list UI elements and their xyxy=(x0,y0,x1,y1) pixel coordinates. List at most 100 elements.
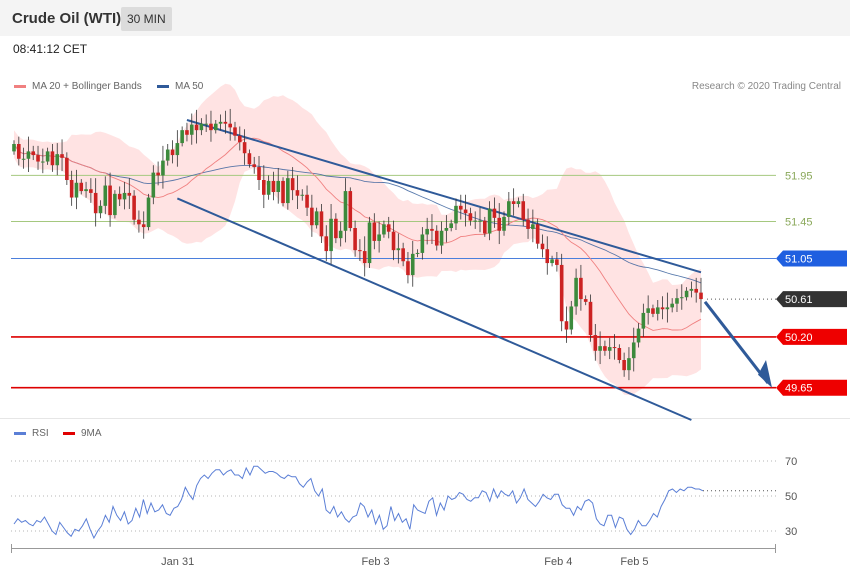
timeframe-badge[interactable]: 30 MIN xyxy=(121,7,172,31)
candle-body xyxy=(478,220,482,222)
candle-body xyxy=(31,151,36,156)
legend-ma20-label: MA 20 + Bollinger Bands xyxy=(32,81,142,92)
candle-body xyxy=(141,224,146,228)
candles xyxy=(12,108,703,381)
candle-body xyxy=(358,250,362,252)
candle-body xyxy=(286,178,290,204)
projection-arrow xyxy=(703,300,770,384)
candle-body xyxy=(26,151,31,159)
candle-body xyxy=(434,230,439,246)
candle-body xyxy=(257,167,261,180)
legend-ma50-label: MA 50 xyxy=(175,81,204,92)
candle-body xyxy=(497,217,502,231)
candle-body xyxy=(305,194,309,208)
legend-rsi-ma-label: 9MA xyxy=(81,428,102,439)
candle-body xyxy=(161,160,165,176)
trend-channel xyxy=(176,119,772,421)
candle-body xyxy=(367,222,372,264)
candle-body xyxy=(334,218,338,239)
rsi-tick-1: 50 xyxy=(785,491,797,503)
candle-body xyxy=(588,301,593,336)
candle-body xyxy=(555,259,559,265)
candle-body xyxy=(391,231,396,251)
candle-body xyxy=(65,157,69,180)
candle-body xyxy=(362,251,367,264)
candle-body xyxy=(156,172,160,176)
candle-body xyxy=(458,205,463,210)
candle-body xyxy=(252,164,257,168)
candle-body xyxy=(579,277,583,300)
candle-body xyxy=(631,342,636,359)
candle-body xyxy=(377,234,381,241)
candle-body xyxy=(651,308,655,314)
candle-body xyxy=(684,290,689,298)
rsi-tick-0: 30 xyxy=(785,526,797,538)
candle-body xyxy=(69,180,74,198)
candle-body xyxy=(415,252,420,254)
legend-rsi-ma-swatch xyxy=(63,431,75,435)
candle-body xyxy=(108,185,112,216)
candle-body xyxy=(271,180,276,192)
candle-body xyxy=(694,288,698,293)
channel-upper-line xyxy=(186,119,702,274)
channel-lower-line xyxy=(176,197,692,421)
candle-body xyxy=(348,191,353,228)
candle-body xyxy=(454,205,458,224)
candle-body xyxy=(50,151,55,166)
level-label-3: 50.61 xyxy=(785,294,813,306)
candle-body xyxy=(276,180,281,192)
credit-text: Research © 2020 Trading Central xyxy=(691,81,841,92)
candle-body xyxy=(300,194,305,196)
candle-body xyxy=(17,144,21,159)
candle-body xyxy=(117,193,122,200)
candle-body xyxy=(386,224,391,232)
x-axis: Jan 31 Feb 3 Feb 4 Feb 5 xyxy=(11,544,776,568)
legend-ma50: MA 50 xyxy=(157,81,203,92)
candle-body xyxy=(324,236,329,252)
candle-body xyxy=(607,347,612,351)
legend-rsi-ma: 9MA xyxy=(63,428,102,439)
candle-body xyxy=(444,228,449,231)
legend-rsi: RSI xyxy=(14,428,49,439)
candle-body xyxy=(132,195,136,220)
candle-body xyxy=(521,201,526,220)
rsi-panel: 30 50 70 xyxy=(11,456,797,540)
x-tick-label-0: Jan 31 xyxy=(161,556,194,568)
candle-body xyxy=(93,192,98,214)
candle-body xyxy=(372,222,377,241)
candle-body xyxy=(483,220,487,234)
candle-body xyxy=(310,207,314,226)
candle-body xyxy=(603,346,607,351)
candle-body xyxy=(113,193,117,216)
candle-body xyxy=(439,230,444,246)
candle-body xyxy=(329,218,333,252)
candle-body xyxy=(247,153,252,165)
candle-body xyxy=(199,123,204,131)
candle-body xyxy=(535,224,540,244)
candle-body xyxy=(204,123,208,125)
candle-body xyxy=(492,208,497,218)
candle-body xyxy=(74,182,79,198)
level-badge-5 xyxy=(776,379,847,396)
timestamp: 08:41:12 CET xyxy=(13,42,88,56)
candle-body xyxy=(699,292,703,300)
level-badge-2 xyxy=(776,250,847,267)
candle-body xyxy=(382,224,386,235)
candle-body xyxy=(319,211,324,237)
candle-body xyxy=(511,201,516,204)
candle-body xyxy=(655,307,660,314)
legend-ma50-swatch xyxy=(157,84,169,88)
candle-body xyxy=(550,259,554,264)
level-label-2: 51.05 xyxy=(785,253,813,265)
candle-body xyxy=(314,211,319,226)
candle-body xyxy=(670,303,674,308)
candle-body xyxy=(526,219,530,229)
candle-body xyxy=(12,144,16,152)
candle-body xyxy=(266,180,271,195)
candle-body xyxy=(233,127,237,136)
candle-body xyxy=(622,360,626,371)
candle-body xyxy=(98,205,103,214)
candle-body xyxy=(425,228,429,235)
candle-body xyxy=(675,298,679,304)
